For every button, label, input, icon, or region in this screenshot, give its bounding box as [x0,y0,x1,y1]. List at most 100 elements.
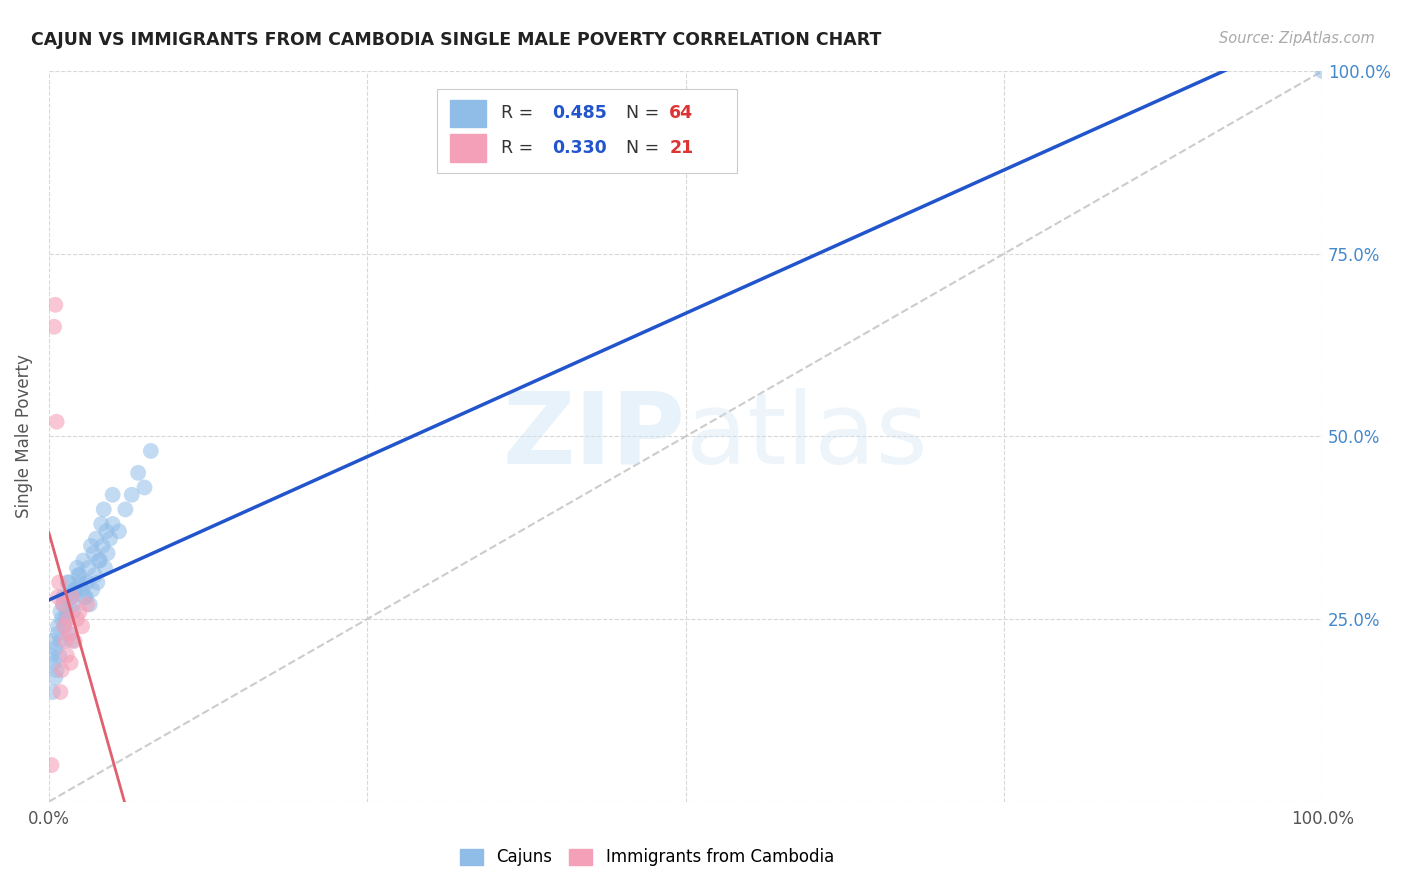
Point [66,561,89,575]
Point [55,633,77,648]
Point [41,648,63,663]
Text: 0.485: 0.485 [553,104,607,122]
Point [46,619,69,633]
Point [56,648,79,663]
Point [63,633,86,648]
Text: R =: R = [501,104,538,122]
Point [91,539,114,553]
Point [96,546,118,560]
Point [53,619,76,633]
Point [73,590,96,604]
Text: atlas: atlas [686,388,928,485]
Point [93,502,115,516]
Point [62,605,84,619]
Point [79,598,101,612]
Point [77,561,100,575]
Text: N =: N = [626,104,665,122]
Point [58,626,80,640]
Point [114,502,136,516]
Point [101,488,124,502]
Point [76,598,98,612]
Point [98,532,121,546]
Text: 0.330: 0.330 [553,139,607,157]
Point [52,598,75,612]
Text: Source: ZipAtlas.com: Source: ZipAtlas.com [1219,31,1375,46]
Point [44,670,66,684]
Point [59,590,82,604]
Point [87,553,110,567]
Point [65,582,87,597]
Point [56,575,79,590]
Point [46,626,69,640]
Point [75,590,97,604]
Point [41,758,63,772]
Point [56,575,79,590]
Point [49,633,72,648]
Point [83,568,105,582]
Point [69,575,91,590]
Point [121,488,143,502]
Point [60,590,83,604]
Point [86,575,108,590]
Point [134,480,156,494]
Point [49,685,72,699]
Point [46,590,69,604]
Text: CAJUN VS IMMIGRANTS FROM CAMBODIA SINGLE MALE POVERTY CORRELATION CHART: CAJUN VS IMMIGRANTS FROM CAMBODIA SINGLE… [31,31,882,49]
Legend: Cajuns, Immigrants from Cambodia: Cajuns, Immigrants from Cambodia [453,842,841,873]
Point [42,656,65,670]
Point [101,516,124,531]
Y-axis label: Single Male Poverty: Single Male Poverty [15,354,32,518]
Text: N =: N = [626,139,665,157]
Point [44,298,66,312]
Point [69,568,91,582]
Point [58,626,80,640]
Point [51,663,73,677]
Point [49,605,72,619]
Point [72,553,94,567]
Point [48,575,70,590]
Point [56,605,79,619]
Point [80,539,103,553]
FancyBboxPatch shape [450,100,486,128]
Text: R =: R = [501,139,538,157]
Point [76,575,98,590]
Point [66,612,89,626]
Point [53,619,76,633]
Point [42,633,65,648]
Point [60,633,83,648]
Point [108,524,131,539]
FancyBboxPatch shape [450,134,486,161]
Point [70,619,93,633]
Point [62,598,84,612]
Point [51,612,73,626]
Point [45,415,67,429]
Text: ZIP: ZIP [503,388,686,485]
Point [55,612,77,626]
Point [82,582,104,597]
Point [96,524,118,539]
Point [42,319,65,334]
Point [1312,64,1334,78]
Point [94,561,117,575]
Point [89,553,111,567]
FancyBboxPatch shape [437,89,737,173]
Point [55,590,77,604]
Point [83,546,105,560]
Point [42,685,65,699]
Point [90,516,112,531]
Point [63,582,86,597]
Point [48,648,70,663]
Point [127,466,149,480]
Point [59,656,82,670]
Point [52,590,75,604]
Point [59,590,82,604]
Point [84,532,107,546]
Point [69,605,91,619]
Point [44,641,66,656]
Point [67,568,90,582]
Point [70,582,93,597]
Text: 21: 21 [669,139,693,157]
Point [56,612,79,626]
Point [45,663,67,677]
Point [139,444,162,458]
